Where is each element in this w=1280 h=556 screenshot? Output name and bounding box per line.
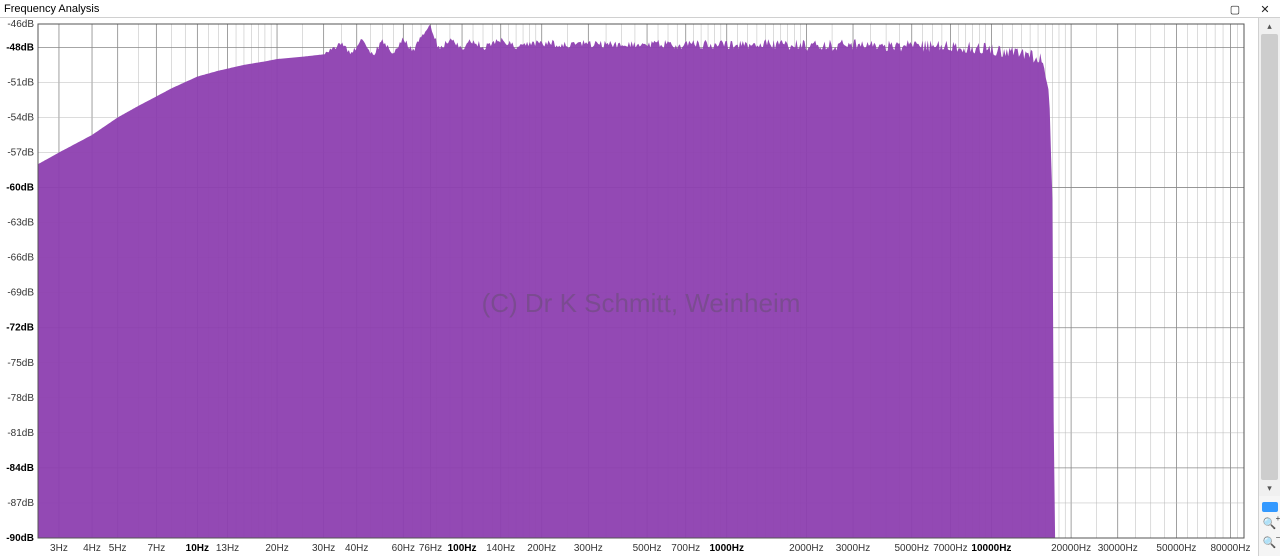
svg-text:-48dB: -48dB — [6, 42, 34, 53]
svg-text:5Hz: 5Hz — [109, 543, 127, 554]
svg-text:7Hz: 7Hz — [147, 543, 165, 554]
svg-text:-46dB: -46dB — [7, 19, 34, 30]
svg-text:30Hz: 30Hz — [312, 543, 335, 554]
svg-text:-90dB: -90dB — [6, 533, 34, 544]
svg-text:3000Hz: 3000Hz — [836, 543, 870, 554]
svg-text:80000Hz: 80000Hz — [1210, 543, 1250, 554]
svg-text:200Hz: 200Hz — [527, 543, 556, 554]
svg-text:40Hz: 40Hz — [345, 543, 368, 554]
svg-text:-87dB: -87dB — [7, 498, 34, 509]
scroll-down-arrow[interactable]: ▾ — [1259, 480, 1280, 496]
zoom-out-icon: 🔍− — [1263, 536, 1277, 549]
zoom-in-button[interactable]: 🔍+ — [1263, 517, 1277, 531]
svg-text:7000Hz: 7000Hz — [933, 543, 967, 554]
svg-text:3Hz: 3Hz — [50, 543, 68, 554]
svg-text:50000Hz: 50000Hz — [1156, 543, 1196, 554]
chart-container[interactable]: 3Hz 4Hz 5Hz 7Hz 10Hz 13Hz 20Hz 30Hz 40Hz 60Hz 76Hz… — [0, 18, 1258, 556]
svg-text:13Hz: 13Hz — [216, 543, 239, 554]
svg-text:500Hz: 500Hz — [633, 543, 662, 554]
svg-text:140Hz: 140Hz — [486, 543, 515, 554]
right-rail: ▴ ▾ 🔍+ 🔍− — [1258, 18, 1280, 556]
svg-text:100Hz: 100Hz — [448, 543, 477, 554]
spectrum-chart: 3Hz 4Hz 5Hz 7Hz 10Hz 13Hz 20Hz 30Hz 40Hz 60Hz 76Hz… — [0, 18, 1258, 556]
svg-text:(C) Dr K Schmitt, Weinheim: (C) Dr K Schmitt, Weinheim — [482, 288, 801, 318]
svg-text:-63dB: -63dB — [7, 218, 34, 229]
main-area: 3Hz 4Hz 5Hz 7Hz 10Hz 13Hz 20Hz 30Hz 40Hz 60Hz 76Hz… — [0, 18, 1280, 556]
svg-text:60Hz: 60Hz — [392, 543, 415, 554]
svg-text:20Hz: 20Hz — [265, 543, 288, 554]
zoom-in-icon: 🔍+ — [1263, 517, 1277, 530]
svg-text:76Hz: 76Hz — [419, 543, 442, 554]
svg-text:2000Hz: 2000Hz — [789, 543, 823, 554]
maximize-button[interactable]: ▢ — [1220, 3, 1250, 16]
svg-text:-54dB: -54dB — [7, 112, 34, 123]
svg-text:10Hz: 10Hz — [186, 543, 209, 554]
window-title: Frequency Analysis — [4, 3, 99, 15]
window-controls: ▢ ✕ — [1220, 0, 1280, 18]
scroll-up-arrow[interactable]: ▴ — [1259, 18, 1280, 34]
svg-text:10000Hz: 10000Hz — [971, 543, 1011, 554]
svg-text:-84dB: -84dB — [6, 463, 34, 474]
svg-text:-66dB: -66dB — [7, 253, 34, 264]
svg-text:4Hz: 4Hz — [83, 543, 101, 554]
svg-text:-72dB: -72dB — [6, 323, 34, 334]
svg-text:-57dB: -57dB — [7, 148, 34, 159]
svg-text:-75dB: -75dB — [7, 358, 34, 369]
svg-text:20000Hz: 20000Hz — [1051, 543, 1091, 554]
svg-text:-69dB: -69dB — [7, 288, 34, 299]
zoom-out-button[interactable]: 🔍− — [1263, 536, 1277, 550]
zoom-fit-button[interactable] — [1262, 502, 1278, 512]
vertical-scrollbar[interactable]: ▴ ▾ — [1259, 18, 1280, 496]
zoom-controls: 🔍+ 🔍− — [1259, 496, 1280, 556]
svg-text:-60dB: -60dB — [6, 183, 34, 194]
svg-text:-81dB: -81dB — [7, 428, 34, 439]
svg-text:700Hz: 700Hz — [671, 543, 700, 554]
svg-text:-78dB: -78dB — [7, 393, 34, 404]
svg-text:30000Hz: 30000Hz — [1098, 543, 1138, 554]
svg-text:1000Hz: 1000Hz — [710, 543, 744, 554]
svg-text:300Hz: 300Hz — [574, 543, 603, 554]
close-button[interactable]: ✕ — [1250, 3, 1280, 16]
svg-text:5000Hz: 5000Hz — [895, 543, 929, 554]
scrollbar-thumb[interactable] — [1261, 34, 1278, 480]
titlebar: Frequency Analysis ▢ ✕ — [0, 0, 1280, 18]
svg-text:-51dB: -51dB — [7, 77, 34, 88]
